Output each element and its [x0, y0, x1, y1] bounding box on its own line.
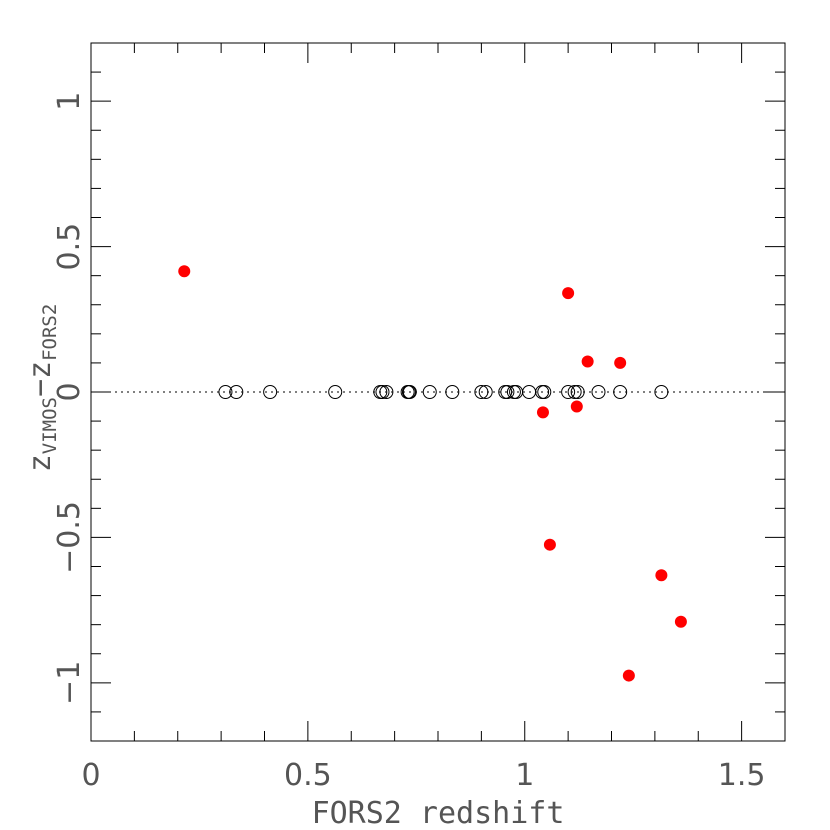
x-tick-label: 0.5 — [284, 758, 332, 793]
open-data-point — [474, 385, 489, 399]
open-data-point — [591, 385, 606, 399]
filled-data-point — [581, 355, 594, 368]
x-axis-title: FORS2 redshift — [312, 796, 565, 830]
y-tick-label: −1 — [52, 661, 87, 705]
y-axis-sub-fors2: FORS2 — [39, 304, 61, 361]
filled-data-point — [562, 287, 575, 300]
y-tick-label: 0 — [52, 382, 87, 401]
x-tick-label: 1 — [515, 758, 534, 793]
data-points — [178, 265, 687, 682]
x-tick-label: 0 — [81, 758, 100, 793]
x-tick-label: 1.5 — [718, 758, 766, 793]
filled-data-point — [655, 569, 668, 582]
y-axis-title-text: zVIMOS−zFORS2 — [23, 304, 61, 473]
open-data-point — [379, 385, 394, 399]
filled-data-point — [543, 538, 556, 551]
open-data-point — [328, 385, 343, 399]
open-data-point — [445, 385, 460, 399]
filled-data-point — [622, 669, 635, 682]
y-axis-sub-vimos: VIMOS — [39, 397, 61, 454]
y-tick-labels: −1 −0.5 0 0.5 1 — [52, 92, 87, 705]
filled-data-point — [614, 356, 627, 369]
open-data-point — [654, 385, 669, 399]
open-data-point — [218, 385, 233, 399]
open-data-point — [422, 385, 437, 399]
open-data-point — [561, 385, 576, 399]
filled-data-point — [536, 406, 549, 419]
open-data-point — [402, 385, 417, 399]
open-data-point — [229, 385, 244, 399]
y-axis-z2: z — [23, 361, 58, 379]
filled-data-point — [570, 400, 583, 413]
y-axis-title: zVIMOS−zFORS2 — [23, 304, 61, 473]
plot-frame — [90, 42, 786, 742]
open-data-point — [263, 385, 278, 399]
y-axis-minus: − — [23, 379, 58, 397]
open-data-point — [478, 385, 493, 399]
filled-data-point — [674, 615, 687, 628]
open-data-point — [375, 385, 390, 399]
open-data-point — [500, 385, 515, 399]
x-tick-labels: 0 0.5 1 1.5 — [81, 758, 765, 793]
y-tick-label: −0.5 — [52, 501, 87, 574]
open-data-point — [567, 385, 582, 399]
y-tick-label: 1 — [52, 92, 87, 111]
open-data-point — [537, 385, 552, 399]
filled-data-point — [178, 265, 191, 278]
open-data-point — [613, 385, 628, 399]
minor-ticks — [91, 42, 786, 742]
open-data-point — [570, 385, 585, 399]
y-axis-z1: z — [23, 454, 58, 472]
y-tick-label: 0.5 — [52, 223, 87, 271]
